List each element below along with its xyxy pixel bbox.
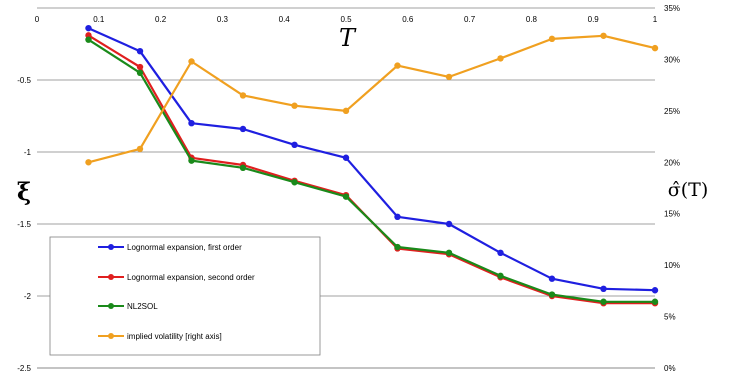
series-line-2	[87, 38, 655, 303]
y-right-tick-labels: 0% 5% 10% 15% 20% 25% 30% 35%	[664, 4, 680, 373]
legend-swatch-marker	[108, 333, 114, 339]
x-tick-label: 0.8	[526, 15, 538, 24]
data-point	[291, 179, 298, 186]
data-point	[651, 287, 659, 294]
y-right-tick-label: 30%	[664, 55, 680, 64]
data-point	[239, 164, 247, 172]
data-point	[188, 120, 195, 127]
y-right-tick-label: 35%	[664, 4, 680, 13]
data-point	[394, 213, 401, 220]
y-right-tick-label: 20%	[664, 158, 680, 167]
legend-box	[49, 236, 321, 356]
data-point	[394, 243, 401, 251]
data-point	[342, 193, 350, 200]
data-point	[600, 32, 607, 39]
data-point	[239, 125, 247, 133]
x-tick-label: 0.2	[155, 15, 167, 24]
data-point	[136, 48, 144, 55]
data-point	[497, 249, 504, 256]
data-point	[497, 55, 504, 62]
data-point	[600, 298, 607, 305]
series-line-0	[88, 27, 656, 292]
data-point	[188, 157, 195, 164]
y-left-tick-label: -0.5	[17, 76, 31, 85]
x-tick-label: 0	[35, 15, 40, 24]
x-tick-label: 0.4	[279, 15, 291, 24]
data-point	[445, 73, 453, 81]
data-point	[85, 36, 92, 43]
data-point	[497, 272, 504, 280]
data-point	[291, 102, 298, 109]
x-tick-label: 0.9	[588, 15, 600, 24]
legend-swatch-marker	[108, 303, 114, 309]
legend-label: implied volatility [right axis]	[127, 332, 222, 341]
y-right-tick-label: 25%	[664, 107, 680, 116]
legend: Lognormal expansion, first order Lognorma…	[49, 236, 321, 356]
x-tick-label: 0.3	[217, 15, 229, 24]
x-tick-label: 1	[653, 15, 658, 24]
y-left-tick-label: -1.5	[17, 220, 31, 229]
data-point	[136, 69, 144, 77]
data-point	[188, 58, 195, 65]
data-point	[445, 220, 453, 228]
legend-swatch-marker	[108, 244, 114, 250]
data-point	[548, 35, 556, 43]
y-left-tick-labels: -0.5 -1 -1.5 -2 -2.5	[17, 76, 31, 373]
data-point	[548, 275, 556, 282]
data-point	[445, 249, 453, 256]
y-left-tick-label: -2	[24, 292, 32, 301]
data-point	[136, 145, 144, 153]
x-axis-label: T	[339, 24, 357, 52]
y-right-tick-label: 15%	[664, 210, 680, 219]
data-point	[85, 159, 92, 166]
legend-label: Lognormal expansion, second order	[127, 273, 255, 282]
y-left-tick-label: -1	[24, 148, 32, 157]
data-point	[342, 107, 350, 115]
series-line-3	[88, 34, 656, 164]
legend-label: NL2SOL	[127, 302, 158, 311]
y-right-tick-label: 0%	[664, 364, 676, 373]
data-point	[394, 62, 401, 69]
x-tick-label: 0.6	[402, 15, 414, 24]
y-left-tick-label: -2.5	[17, 364, 31, 373]
data-point	[651, 44, 659, 52]
x-tick-labels: 0 0.1 0.2 0.3 0.4 0.5 0.6 0.7 0.8 0.9 1	[35, 15, 658, 24]
data-point	[239, 92, 247, 99]
data-point	[342, 154, 350, 161]
legend-label: Lognormal expansion, first order	[127, 243, 242, 252]
y-right-tick-label: 5%	[664, 313, 676, 322]
data-point	[291, 141, 298, 148]
data-point	[600, 285, 607, 292]
legend-swatch-marker	[108, 274, 114, 280]
y-left-axis-label: ξ	[17, 177, 31, 206]
data-point	[85, 24, 92, 32]
data-point	[651, 298, 659, 305]
series-layer	[85, 24, 659, 307]
y-right-axis-label: σ̂(T)	[668, 179, 708, 201]
x-tick-label: 0.7	[464, 15, 476, 24]
x-tick-label: 0.5	[340, 15, 352, 24]
data-point	[548, 291, 556, 298]
y-right-tick-label: 10%	[664, 261, 680, 270]
data-point	[136, 63, 144, 71]
x-tick-label: 0.1	[93, 15, 105, 24]
